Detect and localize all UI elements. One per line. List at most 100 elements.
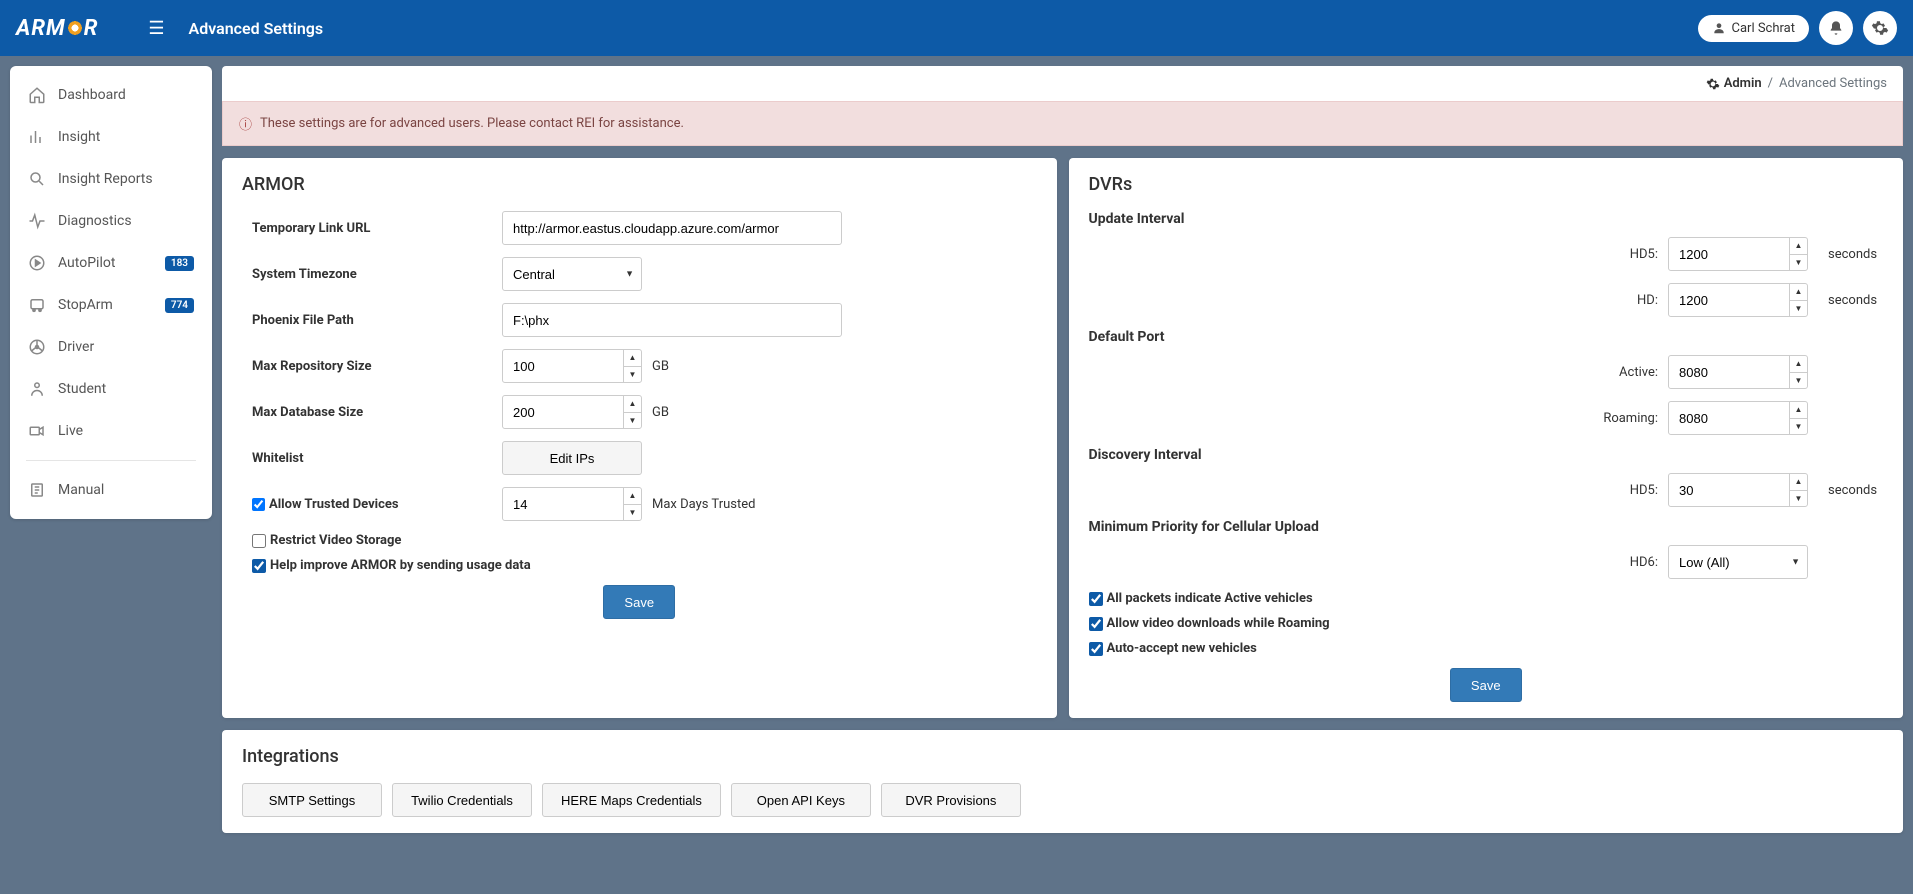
sidebar-item-label: Dashboard xyxy=(58,87,126,103)
hd5-spinner[interactable]: ▲▼ xyxy=(1789,238,1807,270)
sidebar: Dashboard Insight Insight Reports Diagno… xyxy=(10,66,212,519)
repo-size-spinner[interactable]: ▲▼ xyxy=(623,350,641,382)
sidebar-item-insight[interactable]: Insight xyxy=(10,116,212,158)
trusted-label: Allow Trusted Devices xyxy=(269,497,399,512)
seconds-unit: seconds xyxy=(1828,293,1883,308)
sidebar-item-student[interactable]: Student xyxy=(10,368,212,410)
roaming-dl-checkbox[interactable] xyxy=(1089,617,1103,631)
settings-button[interactable] xyxy=(1863,11,1897,45)
gears-icon xyxy=(1706,77,1720,91)
hd-spinner[interactable]: ▲▼ xyxy=(1789,284,1807,316)
warning-alert: ⓘ These settings are for advanced users.… xyxy=(222,101,1903,146)
packets-checkbox[interactable] xyxy=(1089,592,1103,606)
page-title: Advanced Settings xyxy=(189,19,324,38)
hd-label: HD: xyxy=(1637,293,1658,308)
pulse-icon xyxy=(28,212,46,230)
auto-accept-label: Auto-accept new vehicles xyxy=(1107,641,1257,656)
seconds-unit: seconds xyxy=(1828,247,1883,262)
play-icon xyxy=(28,254,46,272)
user-icon xyxy=(1712,21,1726,35)
manual-icon xyxy=(28,481,46,499)
sidebar-item-manual[interactable]: Manual xyxy=(10,469,212,511)
brand-logo: ARMR xyxy=(16,16,98,41)
timezone-select[interactable]: Central xyxy=(502,257,642,291)
dvrs-panel: DVRs Update Interval HD5: ▲▼ seconds HD: xyxy=(1069,158,1904,718)
sidebar-item-dashboard[interactable]: Dashboard xyxy=(10,74,212,116)
bus-icon xyxy=(28,296,46,314)
hd-interval-input[interactable] xyxy=(1668,283,1808,317)
hd5-interval-input[interactable] xyxy=(1668,237,1808,271)
temp-link-label: Temporary Link URL xyxy=(242,221,502,236)
here-maps-button[interactable]: HERE Maps Credentials xyxy=(542,783,721,817)
smtp-settings-button[interactable]: SMTP Settings xyxy=(242,783,382,817)
sidebar-divider xyxy=(26,460,196,461)
dvrs-save-button[interactable]: Save xyxy=(1450,668,1522,702)
edit-ips-button[interactable]: Edit IPs xyxy=(502,441,642,475)
dvrs-heading: DVRs xyxy=(1089,174,1884,195)
repo-label: Max Repository Size xyxy=(242,359,502,374)
sidebar-item-label: Driver xyxy=(58,339,94,355)
sidebar-item-label: Insight Reports xyxy=(58,171,153,187)
auto-accept-checkbox[interactable] xyxy=(1089,642,1103,656)
phoenix-input[interactable] xyxy=(502,303,842,337)
notifications-button[interactable] xyxy=(1819,11,1853,45)
active-port-spinner[interactable]: ▲▼ xyxy=(1789,356,1807,388)
whitelist-label: Whitelist xyxy=(242,451,502,466)
active-port-input[interactable] xyxy=(1668,355,1808,389)
disc-hd5-input[interactable] xyxy=(1668,473,1808,507)
armor-save-button[interactable]: Save xyxy=(603,585,675,619)
sidebar-item-diagnostics[interactable]: Diagnostics xyxy=(10,200,212,242)
disc-hd5-spinner[interactable]: ▲▼ xyxy=(1789,474,1807,506)
dvr-provisions-button[interactable]: DVR Provisions xyxy=(881,783,1021,817)
temp-link-input[interactable] xyxy=(502,211,842,245)
sidebar-item-insight-reports[interactable]: Insight Reports xyxy=(10,158,212,200)
repo-size-input[interactable] xyxy=(502,349,642,383)
alert-text: These settings are for advanced users. P… xyxy=(260,116,684,131)
update-interval-heading: Update Interval xyxy=(1089,211,1884,227)
sidebar-item-label: Live xyxy=(58,423,83,439)
sidebar-item-driver[interactable]: Driver xyxy=(10,326,212,368)
default-port-heading: Default Port xyxy=(1089,329,1884,345)
sidebar-item-stoparm[interactable]: StopArm 774 xyxy=(10,284,212,326)
breadcrumb-current: Advanced Settings xyxy=(1779,76,1887,91)
user-menu-button[interactable]: Carl Schrat xyxy=(1698,15,1809,42)
discovery-heading: Discovery Interval xyxy=(1089,447,1884,463)
breadcrumb-admin[interactable]: Admin xyxy=(1706,76,1762,91)
sidebar-item-label: Diagnostics xyxy=(58,213,132,229)
armor-heading: ARMOR xyxy=(242,174,1037,195)
restrict-label: Restrict Video Storage xyxy=(270,533,401,548)
integrations-heading: Integrations xyxy=(242,746,1883,767)
warning-icon: ⓘ xyxy=(239,114,252,133)
restrict-checkbox[interactable] xyxy=(252,534,266,548)
roaming-port-label: Roaming: xyxy=(1603,411,1658,426)
db-size-input[interactable] xyxy=(502,395,642,429)
roaming-port-spinner[interactable]: ▲▼ xyxy=(1789,402,1807,434)
db-size-spinner[interactable]: ▲▼ xyxy=(623,396,641,428)
sidebar-item-live[interactable]: Live xyxy=(10,410,212,452)
sidebar-item-label: Student xyxy=(58,381,106,397)
sidebar-item-autopilot[interactable]: AutoPilot 183 xyxy=(10,242,212,284)
autopilot-badge: 183 xyxy=(165,256,194,271)
trusted-days-input[interactable] xyxy=(502,487,642,521)
usage-checkbox[interactable] xyxy=(252,559,266,573)
sidebar-item-label: Insight xyxy=(58,129,100,145)
menu-toggle-icon[interactable]: ☰ xyxy=(148,18,164,39)
open-api-keys-button[interactable]: Open API Keys xyxy=(731,783,871,817)
sidebar-item-label: Manual xyxy=(58,482,104,498)
trusted-days-unit: Max Days Trusted xyxy=(652,497,755,512)
person-icon xyxy=(28,380,46,398)
bell-icon xyxy=(1828,20,1844,36)
main-content: Admin / Advanced Settings ⓘ These settin… xyxy=(222,66,1903,833)
home-icon xyxy=(28,86,46,104)
topbar: ARMR ☰ Advanced Settings Carl Schrat xyxy=(0,0,1913,56)
twilio-credentials-button[interactable]: Twilio Credentials xyxy=(392,783,532,817)
priority-heading: Minimum Priority for Cellular Upload xyxy=(1089,519,1884,535)
roaming-port-input[interactable] xyxy=(1668,401,1808,435)
disc-hd5-label: HD5: xyxy=(1630,483,1658,498)
trusted-checkbox[interactable] xyxy=(252,498,265,511)
chart-icon xyxy=(28,128,46,146)
trusted-days-spinner[interactable]: ▲▼ xyxy=(623,488,641,520)
hd6-priority-select[interactable]: Low (All) xyxy=(1668,545,1808,579)
packets-label: All packets indicate Active vehicles xyxy=(1107,591,1313,606)
db-label: Max Database Size xyxy=(242,405,502,420)
